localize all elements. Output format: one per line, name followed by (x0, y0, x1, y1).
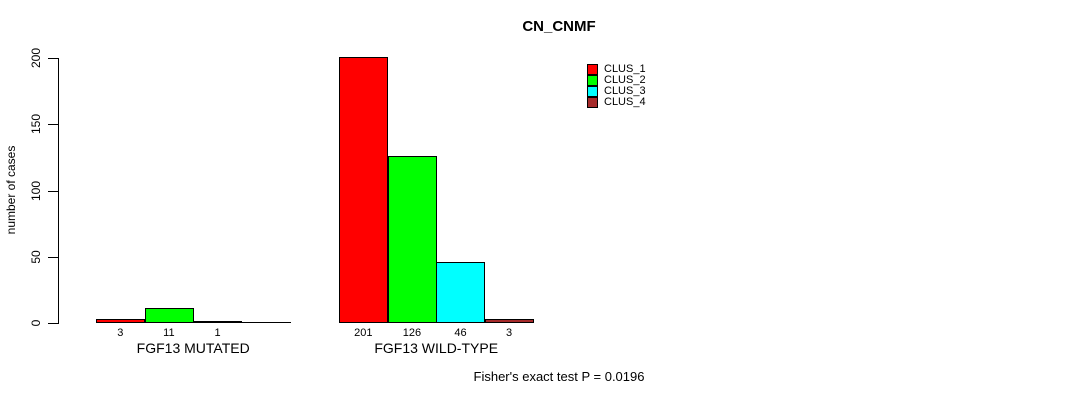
bar-clus_4-zero (242, 322, 291, 323)
bar-value-label: 201 (354, 327, 373, 339)
y-tick-mark (48, 58, 58, 59)
bar-value-label: 3 (117, 327, 124, 339)
bar-value-label: 1 (214, 327, 221, 339)
fisher-test-note: Fisher's exact test P = 0.0196 (473, 369, 645, 384)
bar-value-label: 126 (402, 327, 422, 339)
legend-label: CLUS_3 (604, 85, 646, 97)
legend-row: CLUS_1 (587, 64, 646, 75)
y-tick-label: 200 (29, 47, 43, 69)
bar-clus_2-mutated (145, 308, 194, 323)
legend-row: CLUS_3 (587, 86, 646, 97)
y-tick-label: 50 (29, 250, 43, 264)
bar-clus_1-mutated (96, 319, 145, 323)
y-tick-mark (48, 124, 58, 126)
bar-clus_3-wild-type (436, 262, 485, 323)
legend: CLUS_1 CLUS_2 CLUS_3 CLUS_4 (587, 64, 646, 108)
bar-value-label: 46 (454, 327, 467, 339)
y-axis-label: number of cases (4, 145, 18, 235)
bar-value-label: 3 (506, 327, 513, 339)
legend-swatch-icon (587, 64, 598, 75)
legend-swatch-icon (587, 86, 598, 97)
legend-row: CLUS_4 (587, 97, 646, 108)
group-label-wild-type: FGF13 WILD-TYPE (374, 340, 499, 356)
legend-label: CLUS_2 (604, 74, 646, 86)
y-tick-mark (48, 323, 58, 324)
bar-clus_2-wild-type (388, 156, 437, 323)
y-axis-line (58, 58, 59, 324)
bar-clus_1-wild-type (339, 57, 388, 323)
y-tick-mark (48, 190, 58, 192)
legend-swatch-icon (587, 97, 598, 108)
legend-label: CLUS_1 (604, 63, 646, 75)
y-tick-label: 150 (29, 114, 43, 135)
legend-swatch-icon (587, 75, 598, 86)
chart-title: CN_CNMF (522, 18, 596, 35)
bar-clus_4-wild-type (485, 319, 534, 323)
bar-value-label: 11 (163, 327, 175, 339)
group-label-mutated: FGF13 MUTATED (136, 340, 250, 356)
y-tick-label: 100 (29, 180, 43, 201)
bar-clus_3-mutated (193, 321, 242, 323)
y-tick-label: 0 (29, 319, 43, 327)
y-tick-mark (48, 256, 58, 258)
legend-row: CLUS_2 (587, 75, 646, 86)
legend-label: CLUS_4 (604, 96, 646, 108)
